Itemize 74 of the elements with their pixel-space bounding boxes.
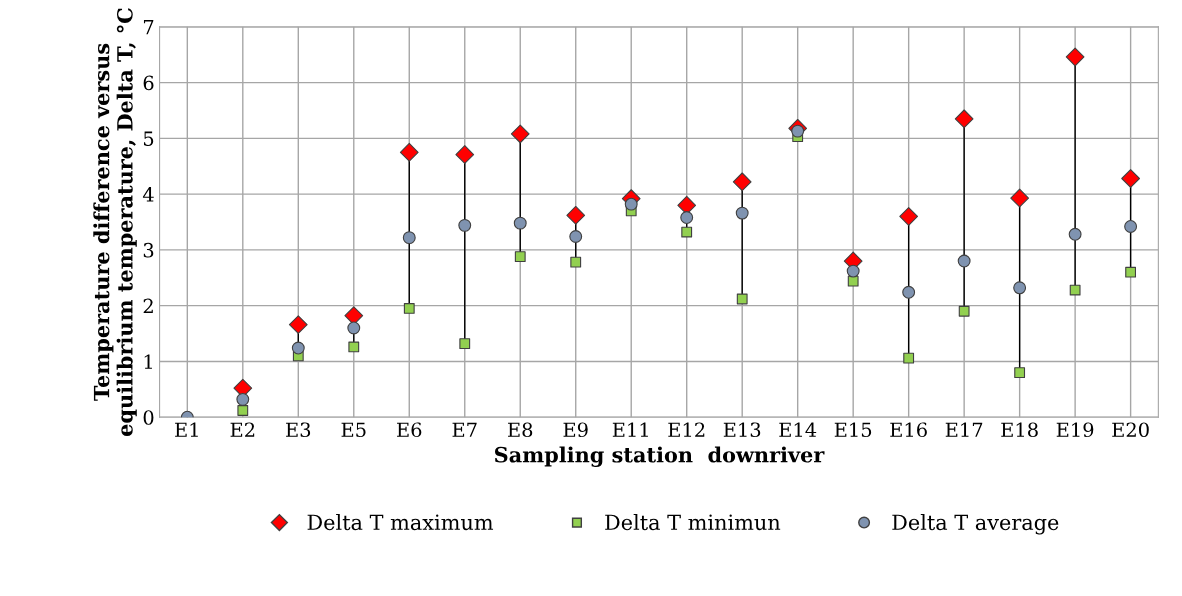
point	[957, 254, 971, 268]
x-tick-label: E14	[779, 422, 817, 437]
point	[735, 206, 749, 220]
point	[680, 211, 694, 225]
point	[459, 338, 471, 350]
point	[1065, 47, 1085, 67]
y-tick-label: 4	[142, 187, 154, 202]
x-tick-label: E17	[945, 422, 983, 437]
point	[288, 315, 308, 335]
y-tick-label: 0	[143, 410, 154, 425]
point	[455, 145, 475, 164]
point	[1124, 220, 1138, 233]
x-tick-label: E5	[341, 422, 366, 438]
point	[236, 392, 250, 406]
point	[681, 226, 693, 238]
point	[510, 124, 530, 144]
legend-label: Delta T average	[892, 514, 1059, 535]
x-tick-label: E11	[612, 422, 648, 437]
point	[458, 218, 472, 232]
point	[348, 341, 360, 353]
point	[1013, 281, 1027, 295]
y-tick-label: 1	[144, 354, 152, 369]
y-tick-label: 6	[143, 75, 154, 91]
x-tick-label: E15	[834, 422, 872, 438]
point	[569, 230, 583, 243]
y-tick-label: 2	[143, 298, 153, 314]
point	[566, 205, 586, 225]
point	[237, 405, 249, 416]
x-tick-label: E12	[668, 422, 705, 437]
point	[1010, 188, 1030, 208]
x-tick-label: E13	[723, 422, 761, 438]
point	[1069, 284, 1081, 296]
point	[736, 293, 748, 305]
point	[1068, 227, 1082, 241]
x-axis-title: Sampling station downriver	[495, 446, 825, 467]
x-tick-label: E3	[286, 422, 311, 438]
point	[954, 109, 974, 129]
y-tick-label: 7	[143, 20, 154, 35]
point	[847, 275, 859, 287]
point	[291, 341, 305, 355]
x-tick-label: E18	[1001, 422, 1038, 438]
point	[732, 172, 752, 192]
point	[570, 256, 582, 268]
point	[902, 285, 916, 299]
point	[624, 197, 638, 211]
point	[958, 305, 970, 317]
point	[403, 303, 415, 314]
x-tick-label: E1	[175, 422, 198, 437]
point	[514, 251, 526, 263]
point	[402, 231, 416, 245]
point	[513, 216, 527, 230]
point	[347, 321, 361, 335]
legend-label: Delta T minimun	[605, 514, 781, 531]
point	[899, 207, 919, 226]
point	[1125, 266, 1137, 278]
x-tick-label: E20	[1112, 422, 1149, 438]
point	[677, 195, 697, 215]
x-tick-label: E19	[1056, 422, 1094, 438]
point	[399, 142, 419, 162]
point	[903, 352, 915, 364]
y-tick-label: 3	[143, 242, 154, 258]
x-tick-label: E2	[230, 422, 255, 437]
y-axis-title: Temperature difference versus equilibrium temperature, Delta T, °C	[93, 8, 137, 436]
x-tick-label: E6	[397, 422, 422, 438]
x-tick-label: E8	[508, 422, 533, 438]
legend-label: Delta T maximum	[307, 514, 494, 531]
x-tick-label: E9	[563, 422, 588, 438]
point	[846, 264, 860, 278]
point	[791, 124, 805, 138]
point	[1121, 169, 1141, 188]
x-tick-label: E16	[890, 422, 927, 438]
y-tick-label: 5	[143, 131, 154, 147]
x-tick-label: E7	[452, 422, 477, 437]
point	[1014, 367, 1026, 379]
